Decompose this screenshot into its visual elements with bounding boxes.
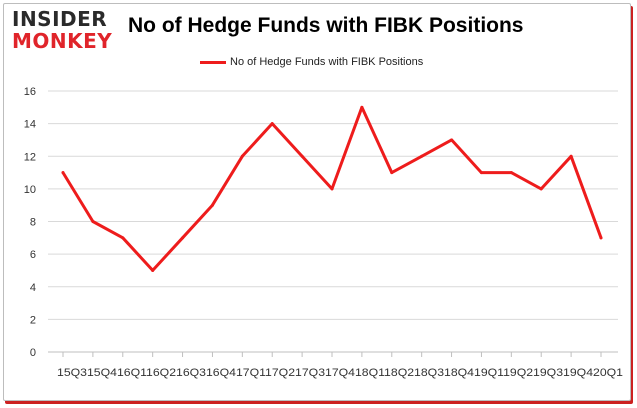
- y-tick-label: 2: [30, 314, 36, 326]
- legend-swatch: [200, 60, 226, 64]
- data-point: [509, 171, 513, 175]
- data-point: [270, 122, 274, 126]
- data-point: [599, 236, 603, 240]
- data-point: [539, 187, 543, 191]
- y-tick-label: 8: [30, 217, 36, 229]
- data-point: [91, 220, 95, 223]
- insider-monkey-logo: INSIDER MONKEY: [12, 8, 124, 58]
- logo-line-1: INSIDER: [12, 7, 108, 31]
- y-tick-label: 12: [24, 151, 36, 163]
- y-tick-label: 14: [24, 119, 36, 131]
- y-tick-label: 10: [24, 184, 36, 196]
- data-point: [360, 105, 364, 109]
- data-point: [330, 187, 334, 191]
- x-tick-labels: 15Q315Q416Q116Q216Q316Q417Q117Q217Q317Q4…: [57, 367, 623, 379]
- legend-label: No of Hedge Funds with FIBK Positions: [230, 56, 424, 68]
- grid-lines: [48, 90, 618, 353]
- x-axis: 15Q315Q416Q116Q216Q316Q417Q117Q217Q317Q4…: [48, 351, 623, 379]
- y-tick-label: 6: [30, 249, 36, 261]
- data-point: [300, 154, 304, 158]
- logo-line-2: MONKEY: [12, 29, 113, 53]
- data-point: [450, 138, 454, 142]
- data-point: [420, 154, 424, 158]
- y-tick-label: 4: [30, 282, 36, 294]
- chart-legend: No of Hedge Funds with FIBK Positions: [200, 56, 423, 68]
- data-point: [390, 171, 394, 175]
- y-tick-labels: 0 2 4 6 8 10 12 14 16: [24, 86, 36, 359]
- data-point: [479, 171, 483, 175]
- data-point: [61, 171, 65, 175]
- chart-title: No of Hedge Funds with FIBK Positions: [128, 14, 524, 37]
- data-point: [121, 236, 125, 240]
- chart-frame: [3, 3, 631, 401]
- data-point: [569, 154, 573, 158]
- data-point: [181, 236, 185, 240]
- data-point: [240, 154, 244, 158]
- y-tick-label: 0: [30, 347, 36, 359]
- series-layer: [61, 105, 603, 272]
- y-tick-label: 16: [24, 86, 36, 98]
- data-point: [210, 203, 214, 207]
- data-point: [151, 268, 155, 272]
